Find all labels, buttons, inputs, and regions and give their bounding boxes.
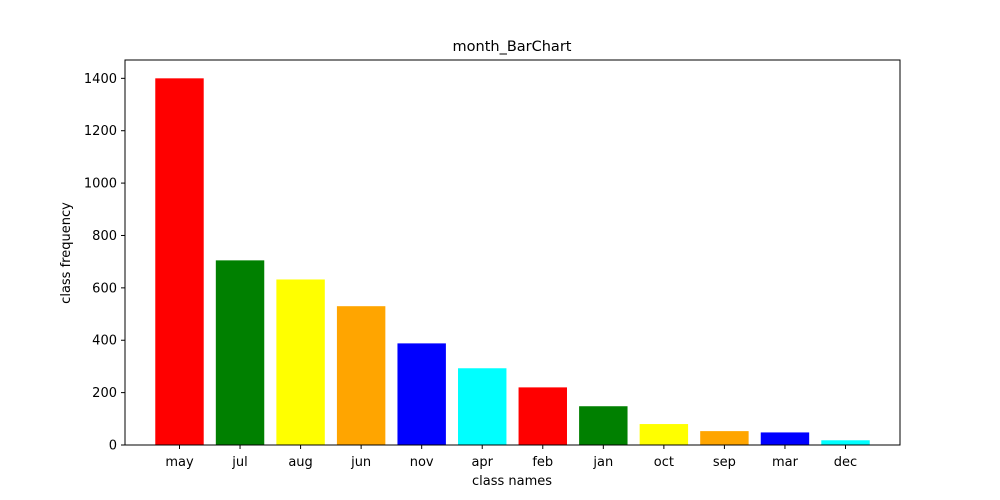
bar-feb [518, 387, 567, 445]
x-tick-label: mar [772, 455, 799, 470]
chart-title: month_BarChart [453, 39, 572, 55]
bar-mar [760, 432, 810, 445]
x-axis-label: class names [472, 474, 552, 489]
plot-frame [124, 59, 901, 446]
y-tick-label: 1400 [84, 72, 117, 87]
bar-nov [397, 343, 446, 445]
bar-may [155, 78, 204, 445]
y-axis: 0 200 400 600 800 1000 1200 1400 [84, 72, 125, 454]
x-axis: may jul aug jun nov apr feb jan oct sep mar dec [165, 445, 857, 470]
y-tick-label: 1200 [84, 124, 117, 139]
x-tick-label: feb [532, 455, 553, 470]
x-tick-label: apr [471, 455, 493, 470]
bar-jun [336, 306, 386, 445]
bar-aug [276, 279, 325, 445]
x-tick-label: may [165, 455, 194, 470]
bar-sep [700, 431, 749, 445]
x-tick-label: dec [834, 455, 857, 470]
bars-group [155, 78, 870, 445]
y-axis-label: class frequency [59, 202, 74, 304]
y-tick-label: 800 [92, 229, 117, 244]
bar-oct [639, 424, 689, 445]
x-tick-label: aug [288, 455, 312, 470]
bar-apr [458, 368, 507, 445]
x-tick-label: nov [410, 455, 434, 470]
y-tick-label: 200 [92, 386, 117, 401]
x-tick-label: oct [654, 455, 674, 470]
bar-jul [215, 260, 265, 445]
bar-dec [821, 440, 870, 445]
x-tick-label: jun [350, 455, 371, 470]
y-tick-label: 400 [92, 334, 117, 349]
y-tick-label: 1000 [84, 177, 117, 192]
bar-jan [579, 406, 628, 445]
x-tick-label: jan [592, 455, 613, 470]
y-tick-label: 0 [109, 439, 117, 454]
x-tick-label: jul [231, 455, 247, 470]
x-tick-label: sep [713, 455, 736, 470]
y-tick-label: 600 [92, 281, 117, 296]
